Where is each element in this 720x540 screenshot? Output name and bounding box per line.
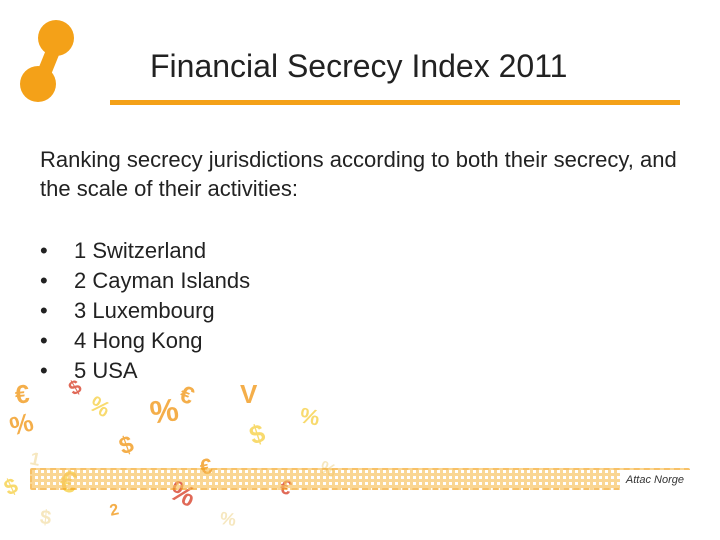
deco-symbol: $ bbox=[116, 431, 138, 462]
currency-decoration: %€$%$€%$1%€$%2€$%V€% bbox=[0, 380, 360, 540]
deco-symbol: $ bbox=[0, 473, 22, 502]
deco-symbol: € bbox=[14, 378, 31, 410]
title-underline bbox=[110, 100, 680, 105]
page-title: Financial Secrecy Index 2011 bbox=[150, 48, 567, 85]
bullet-icon: • bbox=[40, 298, 74, 324]
list-item-label: 4 Hong Kong bbox=[74, 328, 202, 354]
list-item-label: 3 Luxembourg bbox=[74, 298, 215, 324]
list-item: • 3 Luxembourg bbox=[40, 298, 250, 324]
ranking-list: • 1 Switzerland • 2 Cayman Islands • 3 L… bbox=[40, 238, 250, 388]
deco-symbol: % bbox=[219, 508, 238, 531]
list-item-label: 1 Switzerland bbox=[74, 238, 206, 264]
bullet-icon: • bbox=[40, 358, 74, 384]
list-item: • 4 Hong Kong bbox=[40, 328, 250, 354]
deco-symbol: % bbox=[6, 407, 36, 443]
deco-symbol: % bbox=[148, 391, 181, 432]
bullet-icon: • bbox=[40, 328, 74, 354]
subtitle: Ranking secrecy jurisdictions according … bbox=[40, 146, 680, 203]
bullet-icon: • bbox=[40, 238, 74, 264]
list-item: • 5 USA bbox=[40, 358, 250, 384]
list-item: • 2 Cayman Islands bbox=[40, 268, 250, 294]
deco-symbol: $ bbox=[246, 418, 269, 452]
bullet-icon: • bbox=[40, 268, 74, 294]
list-item-label: 5 USA bbox=[74, 358, 138, 384]
list-item-label: 2 Cayman Islands bbox=[74, 268, 250, 294]
deco-symbol: $ bbox=[39, 507, 52, 531]
deco-symbol: 2 bbox=[108, 501, 120, 520]
deco-symbol: % bbox=[85, 391, 115, 423]
footer-band bbox=[30, 468, 690, 490]
deco-symbol: % bbox=[298, 402, 322, 431]
footer-label: Attac Norge bbox=[620, 470, 690, 490]
list-item: • 1 Switzerland bbox=[40, 238, 250, 264]
